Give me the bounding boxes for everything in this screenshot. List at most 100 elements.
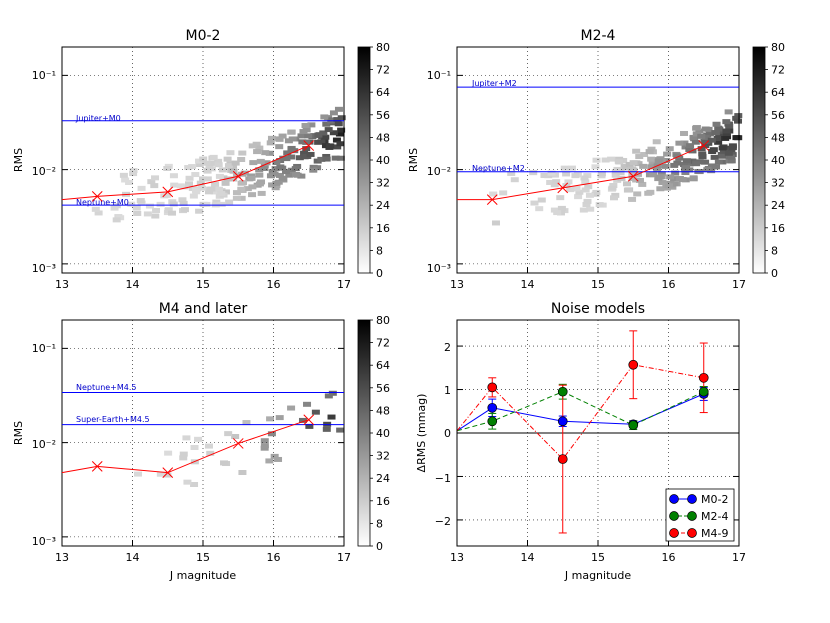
hexbin-cell <box>664 183 673 189</box>
colorbar-tick-label: 80 <box>376 41 390 54</box>
hexbin-cell <box>267 431 276 437</box>
hexbin-cell <box>695 128 704 134</box>
hexbin-cell <box>724 109 733 115</box>
hexbin-cell <box>697 133 706 139</box>
hexbin-cell <box>203 167 212 173</box>
y-tick-label: 10⁻² <box>32 438 56 451</box>
panel-m4-and-later: M4 and later Neptune+M4.5 Super-Earth+M4… <box>12 301 390 582</box>
hexbin-cell <box>734 118 743 124</box>
hexbin-cell <box>298 417 307 423</box>
hexbin-cell <box>214 162 223 168</box>
x-tick-label: 13 <box>55 551 69 564</box>
y-tick-label: 10⁻¹ <box>32 342 56 355</box>
hexbin-cell <box>127 201 136 207</box>
hexbin-cell <box>692 125 701 131</box>
x-tick-label: 14 <box>126 278 140 291</box>
hexbin-cell <box>253 149 262 155</box>
hexbin-cell <box>333 144 342 150</box>
x-axis-label: J magnitude <box>564 569 631 582</box>
hexbin-cell <box>238 470 247 476</box>
hexbin-cell <box>300 150 309 156</box>
hexbin-cell <box>691 139 700 145</box>
hexbin-cell <box>203 176 212 182</box>
hexbin-cell <box>266 416 275 422</box>
hexbin-cell <box>540 173 549 179</box>
hexbin-cell <box>260 443 269 449</box>
x-marker-icon <box>232 170 244 182</box>
hexbin-cell <box>713 135 722 141</box>
hexbin-cell <box>170 182 179 188</box>
colorbar-gradient <box>357 46 371 274</box>
legend-marker-icon <box>669 528 679 538</box>
hexbin-cell <box>681 170 690 176</box>
hexbin-cell <box>303 401 312 407</box>
hexbin-cell <box>656 186 665 192</box>
series-markers <box>487 359 709 464</box>
hexbin-cell <box>94 210 103 216</box>
hexbin-cell <box>510 177 519 183</box>
hexbin-cell <box>205 163 214 169</box>
colorbar-tick-label: 64 <box>376 359 390 372</box>
hexbin-cell <box>324 127 333 133</box>
grid <box>456 47 740 273</box>
data-point-marker <box>557 416 568 427</box>
hexbin-cell <box>574 194 583 200</box>
colorbar-tick-label: 8 <box>771 244 778 257</box>
hexbin-cell <box>256 158 265 164</box>
hexbin-cell <box>237 157 246 163</box>
hexbin-cell <box>680 140 689 146</box>
legend-marker-icon <box>687 528 697 538</box>
hexbin-cell <box>686 143 695 149</box>
reference-line-label: Jupiter+M0 <box>75 114 121 123</box>
hexbin-cell <box>218 167 227 173</box>
hexbin-cell <box>681 144 690 150</box>
hexbin-cell <box>179 455 188 461</box>
hexbin-cell <box>714 159 723 165</box>
hexbin-cell <box>331 155 340 161</box>
hexbin-cell <box>267 135 276 141</box>
y-tick-label: 10⁻³ <box>32 262 56 275</box>
hexbin-cell <box>255 181 264 187</box>
hexbin-cell <box>707 137 716 143</box>
panel-m0-2: M0-2 Jupiter+M0 Neptune+M0 13 14 15 16 1… <box>12 28 390 291</box>
hexbin-cell <box>689 134 698 140</box>
hexbin-cell <box>489 191 498 197</box>
hexbin-cell <box>301 122 310 128</box>
hexbin-cell <box>685 147 694 153</box>
hexbin-cell <box>610 195 619 201</box>
x-tick-label: 14 <box>521 278 535 291</box>
hexbin-cell <box>321 143 330 149</box>
hexbin-cell <box>734 113 743 119</box>
hexbin-cell <box>196 180 205 186</box>
hexbin-cell <box>547 170 556 176</box>
hexbin-cell <box>278 133 287 139</box>
x-tick-label: 16 <box>662 278 676 291</box>
colorbar-tick-label: 8 <box>376 517 383 530</box>
data-point-marker <box>628 420 639 431</box>
hexbin-cell <box>249 160 258 166</box>
hexbin-cell <box>247 175 256 181</box>
hexbin-cell <box>322 153 331 159</box>
colorbar-tick-label: 40 <box>376 154 390 167</box>
x-tick-label: 15 <box>591 278 605 291</box>
colorbar-tick-label: 56 <box>376 382 390 395</box>
colorbar-tick-label: 72 <box>376 337 390 350</box>
hexbin-density <box>134 390 345 488</box>
data-point-marker <box>557 386 568 397</box>
hexbin-cell <box>678 176 687 182</box>
hexbin-cell <box>579 207 588 213</box>
hexbin-cell <box>722 128 731 134</box>
colorbar: 0 8 16 24 32 40 48 56 64 72 80 <box>357 41 390 280</box>
hexbin-cell <box>628 175 637 181</box>
hexbin-cell <box>210 189 219 195</box>
data-point-marker <box>487 416 498 427</box>
y-tick-label: 10⁻¹ <box>32 69 56 82</box>
x-tick-label: 13 <box>55 278 69 291</box>
hexbin-cell <box>550 207 559 213</box>
hexbin-cell <box>282 156 291 162</box>
panel-m2-4: M2-4 Jupiter+M2 Neptune+M2 13 14 15 16 1… <box>407 28 785 291</box>
hexbin-cell <box>225 199 234 205</box>
y-tick-label: 0 <box>444 427 451 440</box>
hexbin-cell <box>133 210 142 216</box>
hexbin-cell <box>320 114 329 120</box>
